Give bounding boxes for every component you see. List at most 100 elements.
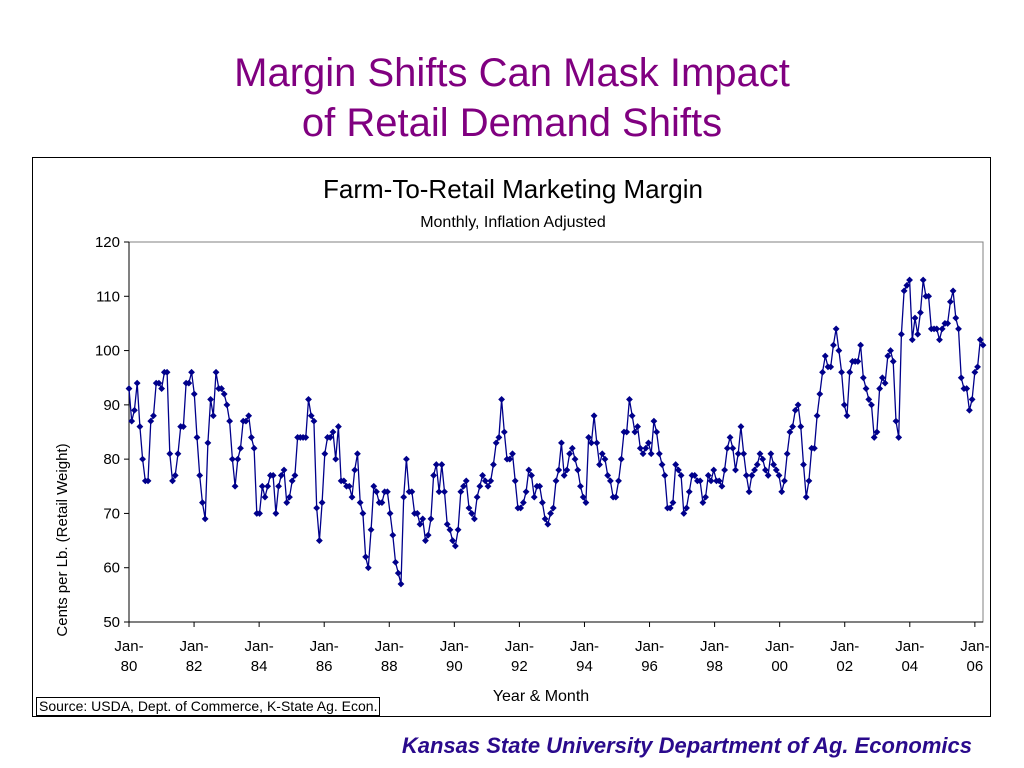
data-point xyxy=(914,330,922,338)
data-point xyxy=(819,368,826,376)
data-point xyxy=(794,401,802,409)
data-point xyxy=(283,499,291,506)
data-point xyxy=(683,504,690,512)
data-point xyxy=(492,439,500,447)
data-point xyxy=(228,455,236,463)
data-point xyxy=(231,482,239,490)
data-point xyxy=(465,504,473,512)
data-point xyxy=(468,510,476,517)
data-point xyxy=(498,396,506,403)
y-tick-label: 120 xyxy=(95,234,120,251)
data-point xyxy=(345,482,353,490)
x-tick-label: Jan-04 xyxy=(895,638,924,675)
data-point xyxy=(362,553,370,561)
data-point xyxy=(949,287,957,295)
source-note: Source: USDA, Dept. of Commerce, K-State… xyxy=(36,697,381,716)
data-point xyxy=(810,444,818,452)
data-point xyxy=(957,374,965,382)
x-tick-label: Jan-02 xyxy=(830,638,859,675)
data-point xyxy=(674,466,682,474)
data-point xyxy=(321,450,329,458)
data-point xyxy=(185,379,193,387)
data-point xyxy=(272,510,280,517)
data-point xyxy=(827,363,835,371)
data-point xyxy=(174,450,182,458)
data-point xyxy=(710,466,718,474)
data-point xyxy=(666,504,674,512)
data-point xyxy=(748,472,756,479)
data-point xyxy=(541,515,549,523)
data-point xyxy=(718,482,726,490)
data-point xyxy=(669,499,677,506)
x-tick-label: Jan-92 xyxy=(505,638,534,675)
data-point xyxy=(598,450,606,458)
data-point xyxy=(318,499,326,506)
data-point xyxy=(639,450,647,458)
data-point xyxy=(955,325,962,333)
y-tick-label: 60 xyxy=(103,560,120,577)
data-point xyxy=(587,439,595,447)
data-point xyxy=(791,406,799,414)
data-point xyxy=(919,276,927,284)
data-point xyxy=(933,325,941,333)
data-point xyxy=(772,466,780,474)
data-point xyxy=(378,499,386,506)
data-point xyxy=(400,493,408,501)
data-point xyxy=(854,358,862,365)
data-point xyxy=(691,472,699,479)
data-point xyxy=(370,482,378,490)
data-point xyxy=(367,526,375,534)
data-point xyxy=(193,434,201,441)
data-point xyxy=(892,417,900,425)
data-point xyxy=(870,434,878,441)
data-point xyxy=(593,439,601,447)
data-point xyxy=(218,385,225,392)
data-point xyxy=(288,477,296,485)
data-point xyxy=(976,336,984,344)
data-point xyxy=(645,439,652,447)
data-point xyxy=(778,488,786,496)
data-point xyxy=(471,515,478,523)
data-point xyxy=(846,368,854,376)
data-point xyxy=(566,450,573,458)
data-point xyxy=(158,385,166,392)
data-point xyxy=(356,499,364,506)
x-tick-label: Jan-84 xyxy=(245,638,274,675)
data-point xyxy=(430,472,438,479)
series-line xyxy=(128,277,984,585)
data-point xyxy=(862,385,870,392)
x-tick-label: Jan-80 xyxy=(114,638,143,675)
x-tick-label: Jan-06 xyxy=(960,638,989,675)
data-point xyxy=(179,423,187,430)
data-point xyxy=(764,472,772,479)
y-tick-label: 110 xyxy=(96,288,120,305)
data-point xyxy=(781,477,788,485)
data-point xyxy=(661,472,669,479)
data-point xyxy=(762,466,769,474)
data-point xyxy=(830,341,837,349)
data-point xyxy=(163,368,171,376)
data-point xyxy=(742,472,750,479)
data-point xyxy=(653,428,661,436)
data-point xyxy=(207,396,214,403)
data-point xyxy=(552,477,560,485)
data-point xyxy=(280,466,288,474)
data-point xyxy=(392,558,399,566)
data-point xyxy=(658,461,666,468)
data-point xyxy=(302,434,310,441)
data-point xyxy=(612,493,620,501)
data-point xyxy=(511,477,519,485)
data-point xyxy=(340,477,348,485)
data-point xyxy=(310,417,318,425)
data-point xyxy=(413,510,421,517)
data-point xyxy=(441,488,448,496)
data-point xyxy=(234,455,242,463)
data-point xyxy=(291,472,299,479)
data-point xyxy=(813,412,821,420)
data-point xyxy=(729,444,737,452)
data-point xyxy=(462,477,470,485)
data-point xyxy=(256,510,263,517)
data-point xyxy=(881,379,889,387)
chart-title: Farm-To-Retail Marketing Margin xyxy=(323,174,703,204)
data-point xyxy=(898,330,905,338)
